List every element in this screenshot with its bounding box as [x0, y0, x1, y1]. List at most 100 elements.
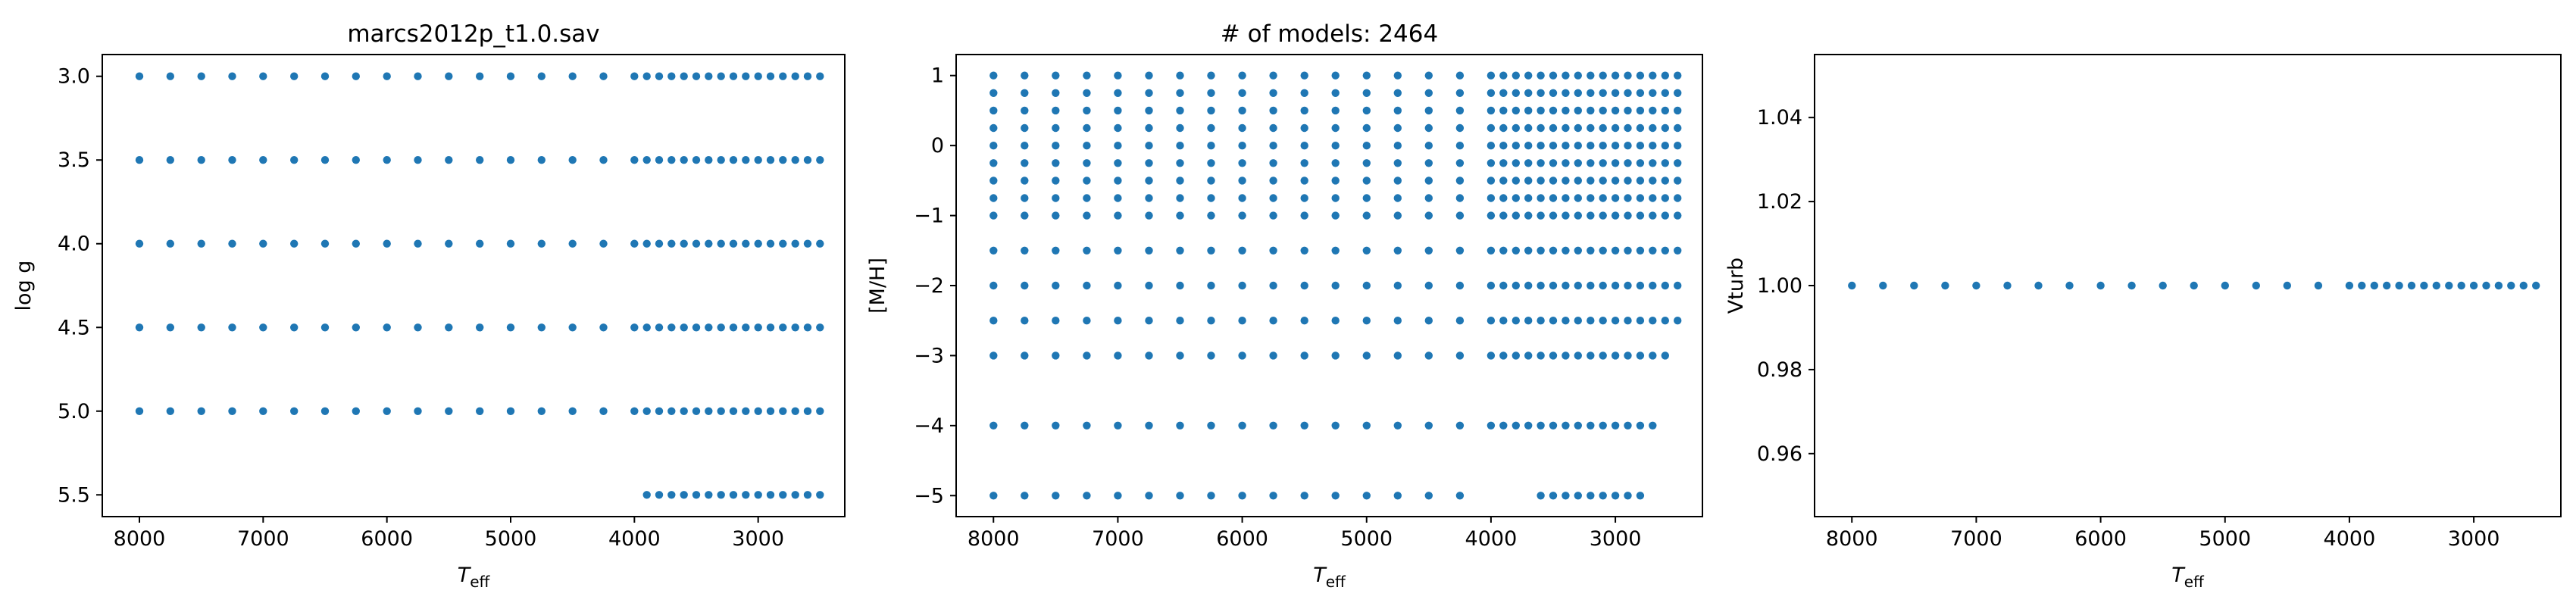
data-point-60 — [1636, 89, 1645, 97]
data-point-267 — [1331, 211, 1340, 220]
data-point-2 — [1910, 281, 1918, 290]
data-point-196 — [1114, 176, 1122, 185]
data-point-193 — [1021, 176, 1029, 185]
y-tick-label: −1 — [914, 205, 944, 228]
y-tick-label: 3.0 — [58, 65, 90, 89]
data-point-164 — [1114, 159, 1122, 167]
data-point-194 — [1052, 176, 1060, 185]
data-point-0 — [135, 72, 144, 80]
y-tick-label: 5.5 — [58, 483, 90, 507]
data-point-407 — [1574, 351, 1582, 360]
data-point-198 — [1176, 176, 1184, 185]
data-point-30 — [803, 72, 812, 80]
data-point-106 — [445, 323, 453, 332]
data-point-8 — [383, 72, 391, 80]
data-point-112 — [1487, 123, 1496, 133]
data-point-43 — [1331, 89, 1340, 97]
data-point-114 — [1512, 123, 1521, 133]
data-point-376 — [1587, 317, 1595, 325]
data-point-312 — [1587, 246, 1595, 255]
data-point-182 — [1562, 159, 1570, 167]
data-point-431 — [1487, 421, 1496, 430]
data-point-336 — [1487, 281, 1496, 290]
data-point-417 — [1052, 421, 1060, 430]
data-point-243 — [1524, 194, 1533, 202]
data-point-10 — [1300, 71, 1308, 80]
y-axis-label: Vturb — [1724, 258, 1748, 314]
data-point-103 — [352, 323, 360, 332]
data-point-30 — [2519, 281, 2528, 290]
data-point-13 — [2252, 281, 2260, 290]
data-point-302 — [1424, 246, 1433, 255]
data-point-181 — [1549, 159, 1558, 167]
data-point-5 — [2003, 281, 2012, 290]
y-tick-label: 0.98 — [1757, 358, 1802, 382]
data-point-281 — [1599, 211, 1607, 220]
data-point-23 — [717, 72, 725, 80]
data-point-308 — [1537, 246, 1545, 255]
data-point-78 — [1424, 106, 1433, 115]
data-point-370 — [1512, 317, 1521, 325]
data-point-466 — [1599, 492, 1607, 500]
data-point-381 — [1649, 317, 1657, 325]
data-point-276 — [1537, 211, 1545, 220]
data-point-249 — [1599, 194, 1607, 202]
data-point-31 — [816, 72, 824, 80]
data-point-34 — [197, 156, 205, 164]
data-point-23 — [2432, 281, 2440, 290]
data-point-102 — [1176, 123, 1184, 133]
data-point-131 — [1083, 142, 1091, 150]
data-point-367 — [1455, 317, 1465, 325]
data-point-28 — [1636, 71, 1645, 80]
data-point-172 — [791, 491, 799, 499]
data-point-273 — [1499, 211, 1508, 220]
data-point-20 — [680, 72, 688, 80]
data-point-171 — [1331, 159, 1340, 167]
data-point-100 — [259, 323, 267, 332]
data-point-235 — [1331, 194, 1340, 202]
data-point-83 — [1524, 106, 1533, 115]
data-point-271 — [1455, 211, 1465, 220]
data-point-316 — [1636, 246, 1645, 255]
data-point-40 — [1238, 89, 1246, 97]
data-point-210 — [1512, 176, 1521, 185]
data-point-116 — [1537, 123, 1545, 133]
data-point-174 — [1424, 159, 1433, 167]
data-point-53 — [692, 156, 701, 164]
data-point-62 — [1661, 89, 1669, 97]
data-point-49 — [1499, 89, 1508, 97]
data-point-460 — [1455, 492, 1465, 500]
data-point-219 — [1624, 176, 1632, 185]
data-point-239 — [1455, 194, 1465, 202]
data-point-67 — [1083, 106, 1091, 115]
data-point-447 — [1052, 492, 1060, 500]
data-point-86 — [705, 239, 713, 248]
data-point-57 — [1599, 89, 1607, 97]
data-point-136 — [1238, 142, 1246, 150]
data-point-441 — [1611, 421, 1620, 430]
data-point-266 — [1300, 211, 1308, 220]
data-point-67 — [228, 239, 236, 248]
plot-frame — [102, 54, 846, 517]
data-point-51 — [1524, 89, 1533, 97]
data-point-167 — [729, 491, 738, 499]
data-point-201 — [1269, 176, 1277, 185]
data-point-6 — [1176, 71, 1184, 80]
data-point-223 — [1674, 176, 1682, 185]
data-point-59 — [766, 156, 775, 164]
data-point-448 — [1083, 492, 1091, 500]
data-point-0 — [1848, 281, 1856, 290]
data-point-437 — [1562, 421, 1570, 430]
data-point-21 — [2407, 281, 2416, 290]
data-point-306 — [1512, 246, 1521, 255]
data-point-176 — [1487, 159, 1496, 167]
data-point-56 — [1587, 89, 1595, 97]
data-point-25 — [1599, 71, 1607, 80]
data-point-46 — [568, 156, 577, 164]
x-tick-label: 3000 — [2448, 527, 2500, 551]
data-point-143 — [599, 407, 608, 415]
data-point-343 — [1574, 281, 1582, 290]
data-point-443 — [1636, 421, 1645, 430]
data-point-15 — [599, 72, 608, 80]
data-point-140 — [506, 407, 515, 415]
